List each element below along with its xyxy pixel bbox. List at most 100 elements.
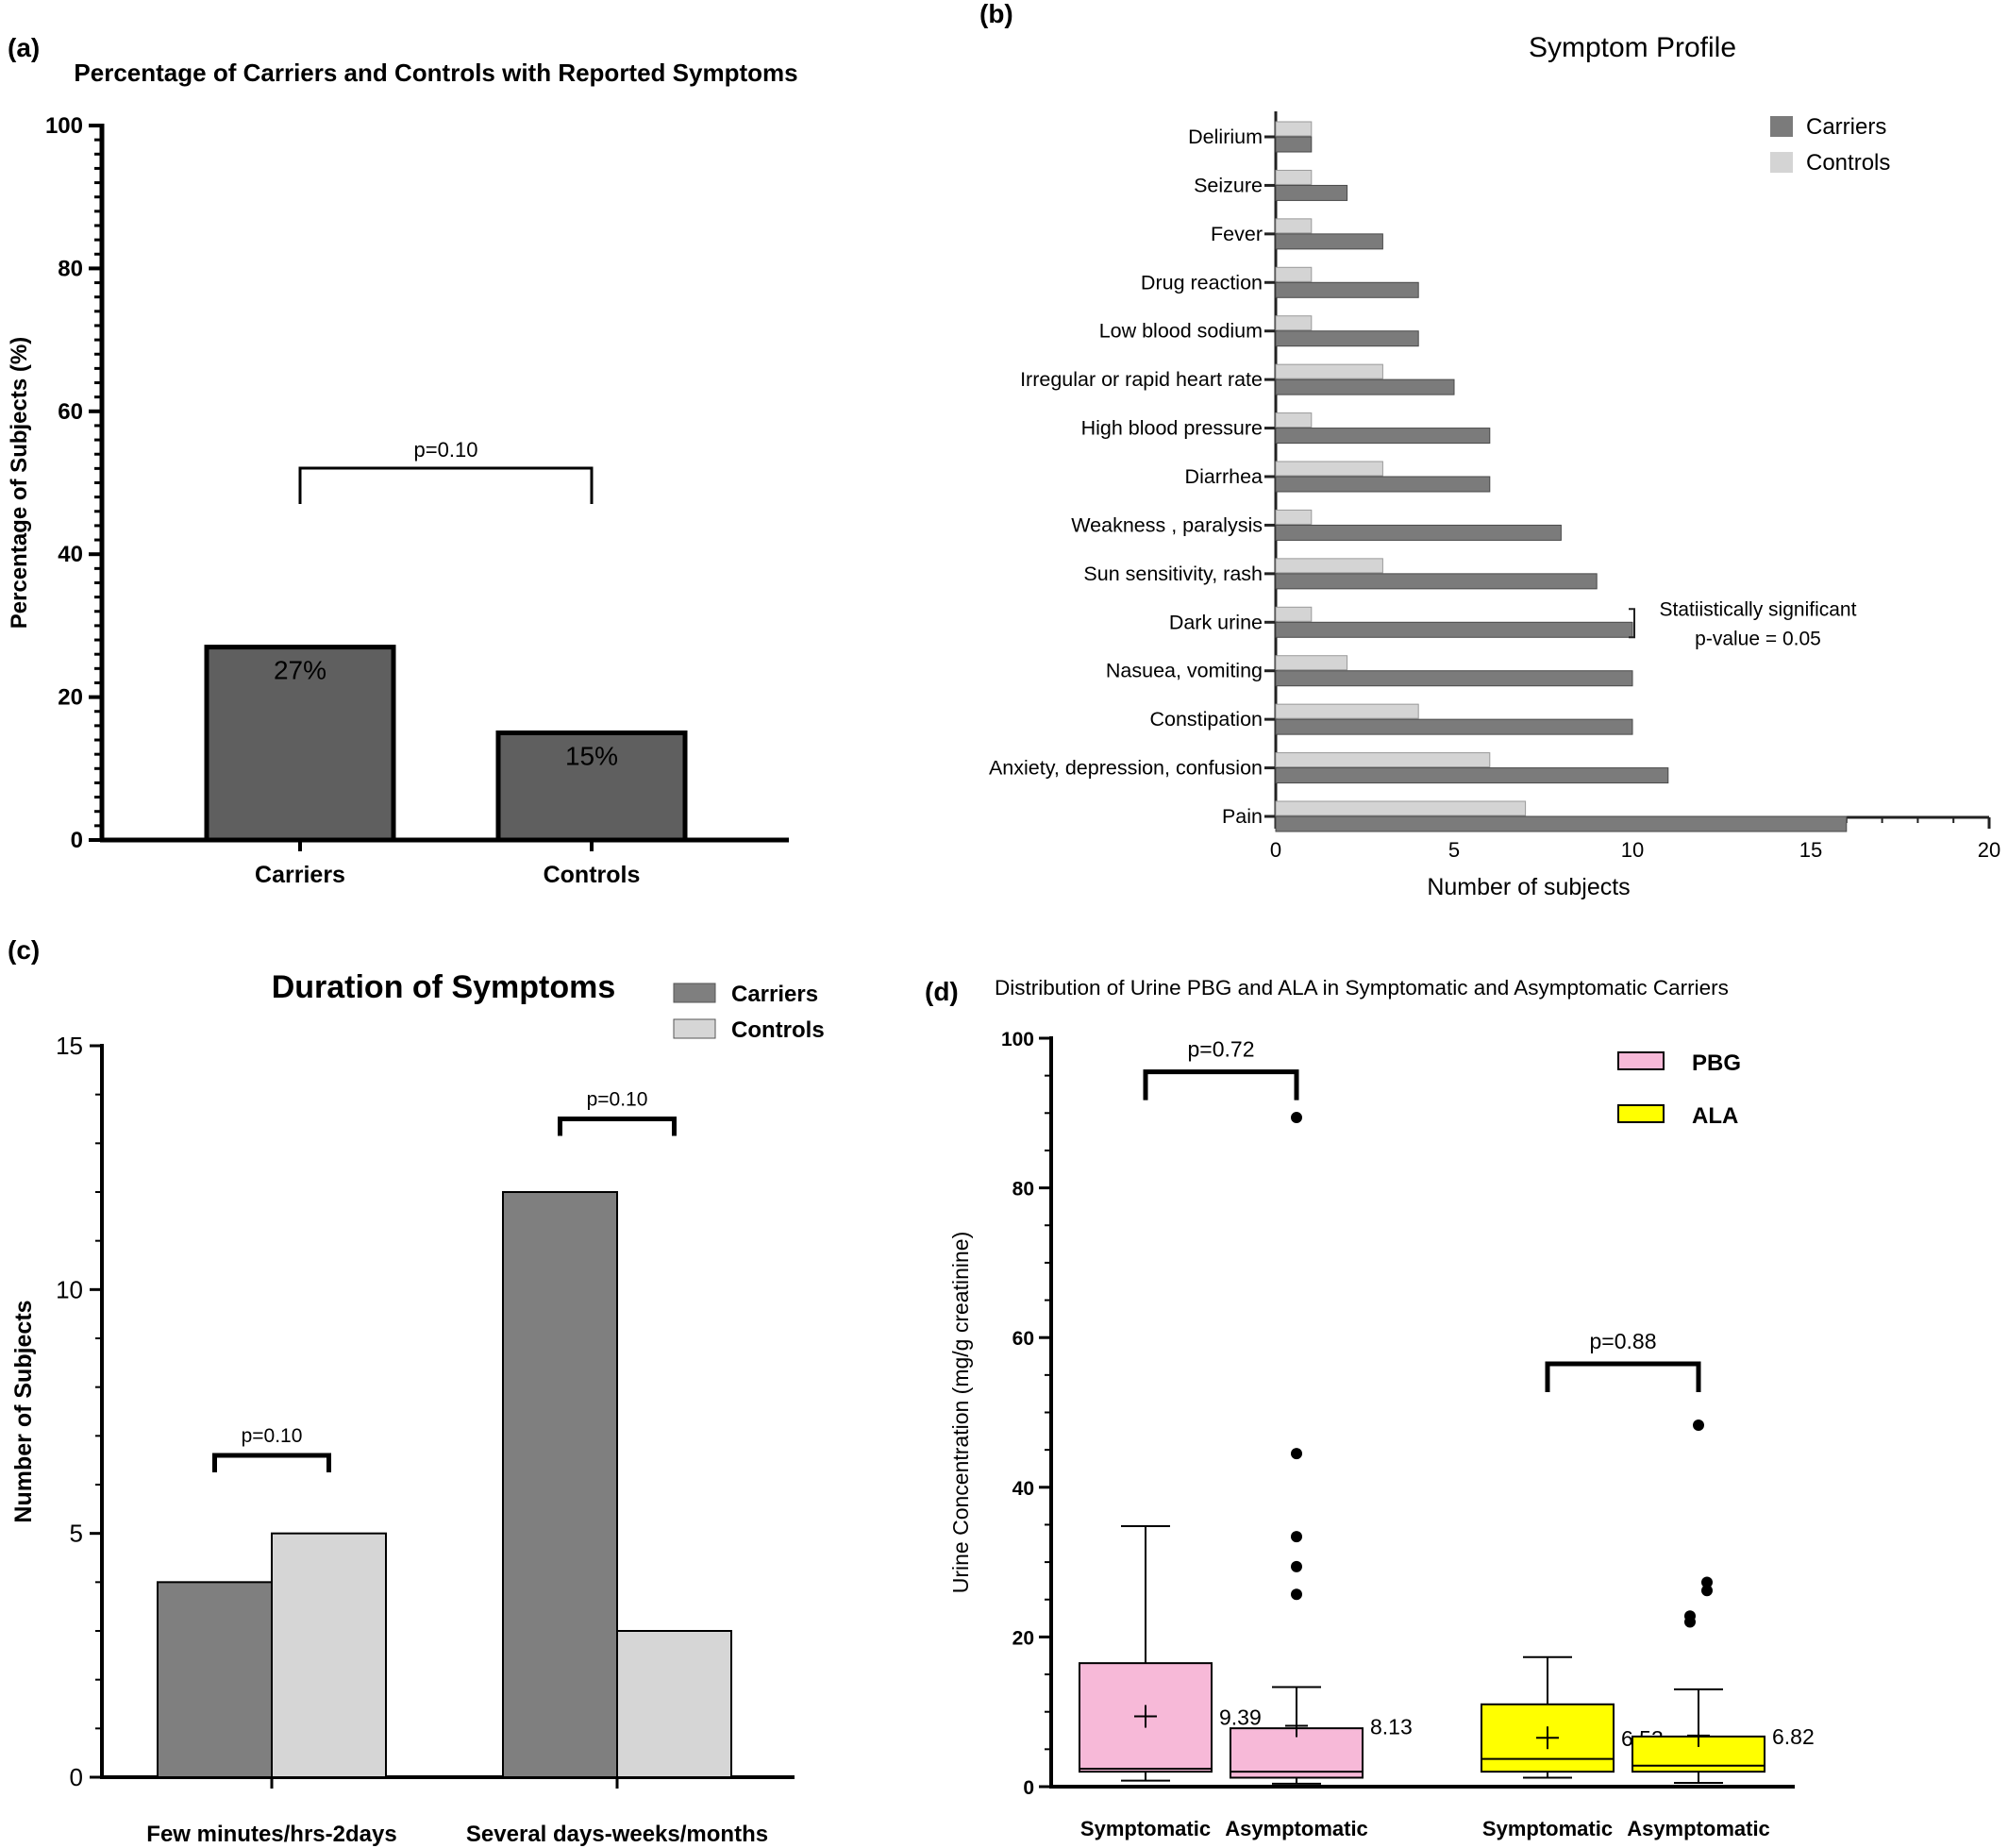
- bar-controls-few-minutes-hrs-2days: [271, 1532, 387, 1778]
- y-tick-label: Fever: [1211, 223, 1263, 245]
- bar-controls-several-days-weeks-months: [616, 1630, 732, 1778]
- panel-b-label: (b): [979, 0, 1013, 28]
- y-tick-label: 60: [58, 399, 83, 425]
- bar-controls-dark-urine: [1275, 606, 1313, 622]
- mean-label: 8.13: [1370, 1715, 1413, 1739]
- legend-label-controls: Controls: [1806, 150, 1890, 176]
- legend-label-ala: ALA: [1692, 1103, 1738, 1129]
- panel-c-title: Duration of Symptoms: [272, 969, 616, 1005]
- bar-carriers-fever: [1275, 233, 1383, 250]
- significance-label: p=0.88: [1590, 1329, 1657, 1353]
- y-axis-label: Urine Concentration (mg/g creatinine): [948, 1232, 973, 1594]
- y-tick-label: Dark urine: [1169, 611, 1263, 633]
- y-tick-label: 80: [58, 256, 83, 281]
- y-tick-label: 80: [1012, 1179, 1034, 1201]
- bar-controls-pain: [1275, 800, 1527, 816]
- bar-carriers-drug-reaction: [1275, 281, 1419, 298]
- outlier-point: [1291, 1531, 1302, 1543]
- x-axis-label: Number of subjects: [1427, 874, 1630, 900]
- panel-b-title: Symptom Profile: [1529, 32, 1736, 63]
- significance-bracket: [1629, 608, 1635, 639]
- significance-label: p=0.72: [1188, 1037, 1255, 1062]
- significance-bracket: [212, 1453, 331, 1472]
- legend-swatch-carriers: [1770, 116, 1793, 137]
- bar-carriers-pain: [1275, 815, 1848, 832]
- x-tick-label: Asymptomatic: [1627, 1817, 1770, 1840]
- x-tick-label: 10: [1621, 838, 1644, 862]
- y-tick-label: 0: [71, 828, 83, 853]
- significance-bracket: [1545, 1361, 1701, 1392]
- mean-label: 9.39: [1219, 1705, 1262, 1730]
- bar-carriers-seizure: [1275, 184, 1348, 201]
- panel-a-title: Percentage of Carriers and Controls with…: [74, 59, 797, 87]
- legend-label-carriers: Carriers: [731, 982, 818, 1007]
- significance-bracket: [1143, 1069, 1299, 1100]
- bar-controls-anxiety-depression-confusion: [1275, 752, 1491, 768]
- bar-controls: [495, 730, 688, 843]
- legend-swatch-controls: [1770, 152, 1793, 173]
- panel-a-label: (a): [8, 33, 40, 62]
- x-tick-label: Several days-weeks/months: [466, 1822, 768, 1847]
- y-tick-label: Delirium: [1188, 126, 1263, 148]
- legend-label-controls: Controls: [731, 1017, 825, 1043]
- y-tick-label: 20: [1012, 1627, 1034, 1649]
- y-tick-label: 60: [1012, 1328, 1034, 1350]
- outlier-point: [1291, 1448, 1302, 1460]
- significance-label: p=0.10: [587, 1089, 648, 1111]
- y-tick-label: High blood pressure: [1081, 417, 1263, 440]
- bar-carriers-irregular-or-rapid-heart-rate: [1275, 378, 1455, 395]
- significance-label: p=0.10: [414, 438, 478, 462]
- panel-c-label: (c): [8, 935, 40, 965]
- bar-controls-drug-reaction: [1275, 266, 1313, 282]
- bar-carriers-nasuea-vomiting: [1275, 670, 1633, 687]
- significance-label: p-value = 0.05: [1695, 628, 1821, 649]
- y-axis-label: Percentage of Subjects (%): [7, 337, 32, 629]
- legend-swatch-ala: [1617, 1104, 1665, 1123]
- mean-label: 6.82: [1772, 1724, 1815, 1749]
- y-axis-label: Number of Subjects: [10, 1300, 37, 1522]
- legend-swatch-pbg: [1617, 1051, 1665, 1070]
- y-tick-label: 40: [1012, 1478, 1034, 1500]
- outlier-point: [1693, 1419, 1704, 1431]
- bar-carriers-sun-sensitivity-rash: [1275, 573, 1598, 590]
- y-tick-label: 0: [70, 1763, 83, 1791]
- bar-carriers-several-days-weeks-months: [502, 1191, 618, 1778]
- y-tick-label: Weakness , paralysis: [1071, 513, 1263, 536]
- y-tick-label: Nasuea, vomiting: [1106, 660, 1263, 682]
- significance-bracket: [298, 466, 594, 504]
- bar-controls-low-blood-sodium: [1275, 315, 1313, 331]
- bar-carriers-delirium: [1275, 136, 1313, 153]
- bar-carriers-few-minutes-hrs-2days: [157, 1581, 273, 1779]
- y-tick-label: Pain: [1222, 805, 1263, 828]
- y-tick-label: Low blood sodium: [1099, 320, 1263, 343]
- bar-controls-irregular-or-rapid-heart-rate: [1275, 363, 1383, 379]
- significance-label: Statiistically significant: [1660, 598, 1857, 620]
- y-tick-label: 20: [58, 685, 83, 711]
- outlier-point: [1291, 1560, 1302, 1572]
- x-tick-label: 20: [1978, 838, 2000, 862]
- y-tick-label: 10: [56, 1275, 83, 1303]
- y-tick-label: 40: [58, 542, 83, 567]
- outlier-point: [1701, 1576, 1713, 1588]
- x-tick-label: 5: [1448, 838, 1460, 862]
- bar-carriers-weakness-paralysis: [1275, 524, 1562, 541]
- y-tick-label: Anxiety, depression, confusion: [989, 757, 1263, 780]
- significance-bracket: [558, 1117, 677, 1136]
- bar-carriers-high-blood-pressure: [1275, 428, 1491, 445]
- outlier-point: [1291, 1588, 1302, 1601]
- bar-carriers-diarrhea: [1275, 476, 1491, 493]
- bar-controls-seizure: [1275, 169, 1313, 185]
- legend-label-carriers: Carriers: [1806, 114, 1886, 140]
- panel-d-label: (d): [925, 977, 959, 1006]
- legend-swatch-carriers: [673, 983, 716, 1003]
- bar-carriers: [204, 645, 396, 843]
- bar-data-label: 27%: [274, 656, 326, 685]
- x-tick-label: 15: [1799, 838, 1822, 862]
- y-tick-label: 5: [70, 1520, 83, 1548]
- bar-carriers-constipation: [1275, 718, 1633, 735]
